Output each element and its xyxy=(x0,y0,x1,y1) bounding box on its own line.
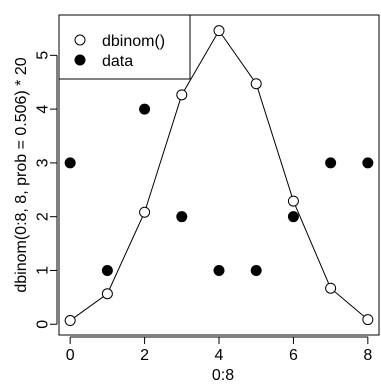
legend-label-data: data xyxy=(102,53,133,70)
data-point xyxy=(325,157,337,169)
y-tick-label: 5 xyxy=(35,51,52,60)
dbinom-point xyxy=(213,25,225,37)
data-point xyxy=(362,157,374,169)
data-point xyxy=(250,264,262,276)
dbinom-point xyxy=(176,89,188,101)
x-tick-label: 0 xyxy=(66,347,75,364)
data-point xyxy=(101,264,113,276)
dbinom-point xyxy=(287,195,299,207)
legend-box xyxy=(58,14,191,80)
data-point xyxy=(64,157,76,169)
x-tick-label: 8 xyxy=(363,347,372,364)
dbinom-point xyxy=(64,315,76,327)
dbinom-point xyxy=(325,282,337,294)
y-tick-label: 0 xyxy=(35,320,52,329)
data-point xyxy=(287,211,299,223)
y-tick-label: 3 xyxy=(35,158,52,167)
y-axis-title: dbinom(0:8, 8, prob = 0.506) * 20 xyxy=(13,57,30,292)
data-point xyxy=(176,211,188,223)
legend-marker-dbinom xyxy=(74,34,86,46)
dbinom-point xyxy=(250,78,262,90)
legend-marker-data xyxy=(74,54,86,66)
legend-label-dbinom: dbinom() xyxy=(102,33,165,50)
dbinom-point xyxy=(362,314,374,326)
plot-box xyxy=(58,14,380,336)
x-tick-label: 2 xyxy=(140,347,149,364)
series-layer xyxy=(64,25,374,327)
x-tick-label: 6 xyxy=(289,347,298,364)
y-tick-label: 1 xyxy=(35,266,52,275)
y-tick-label: 4 xyxy=(35,105,52,114)
data-point xyxy=(139,103,151,115)
x-axis: 0 2 4 6 8 xyxy=(66,336,372,364)
legend: dbinom() data xyxy=(58,14,191,80)
x-tick-label: 4 xyxy=(215,347,224,364)
data-point xyxy=(213,264,225,276)
y-tick-label: 2 xyxy=(35,212,52,221)
x-axis-title: 0:8 xyxy=(212,367,234,384)
dbinom-point xyxy=(101,288,113,300)
dbinom-point xyxy=(139,206,151,218)
y-axis: 0 1 2 3 4 5 xyxy=(35,51,58,329)
